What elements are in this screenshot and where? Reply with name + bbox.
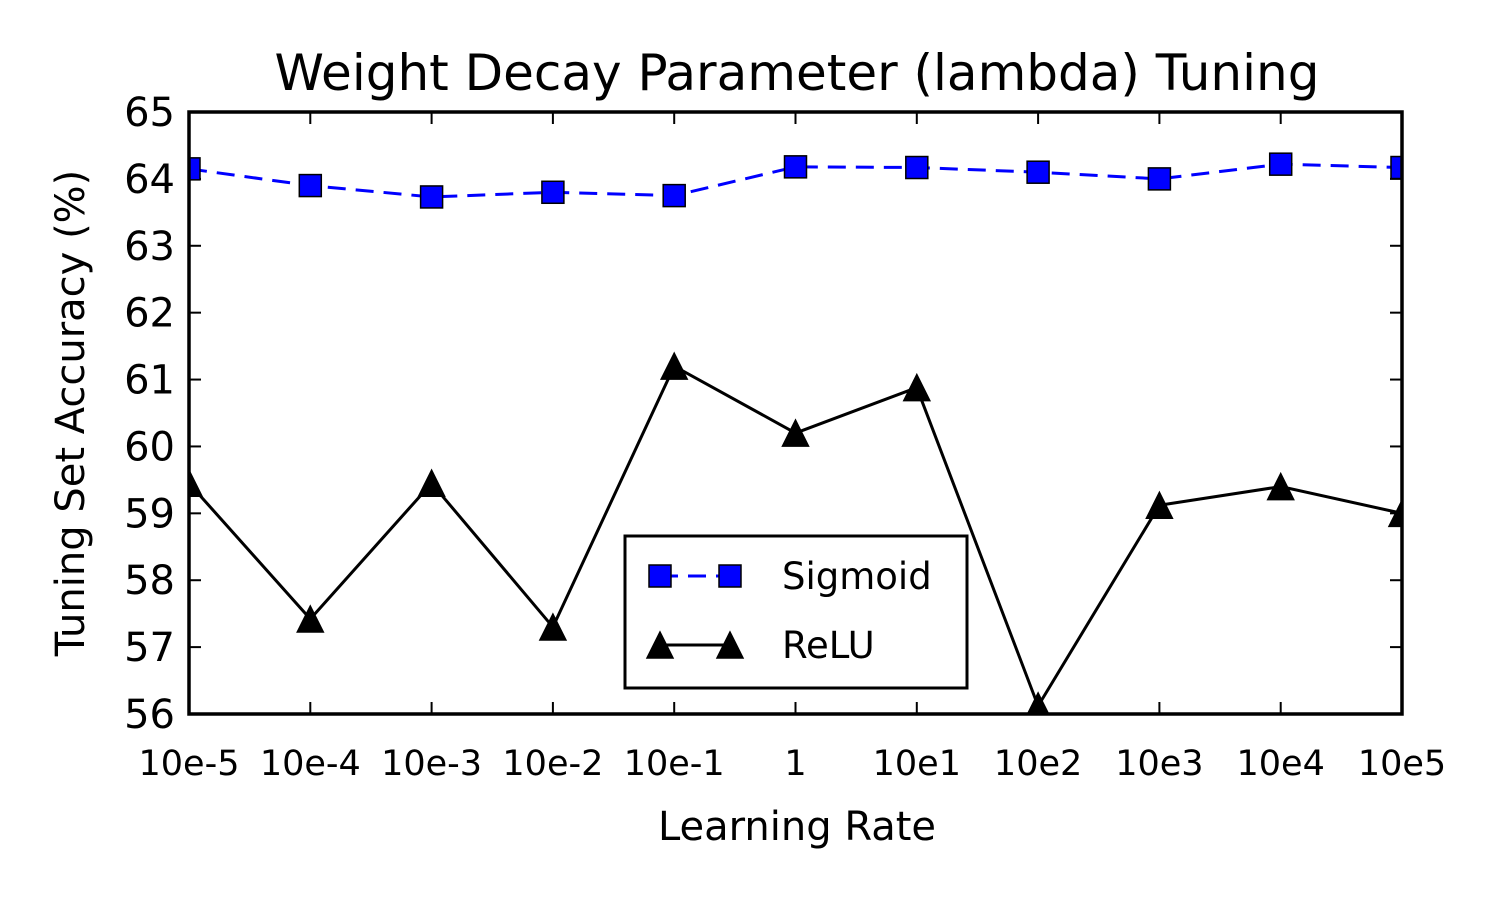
y-tick-label: 61 (124, 358, 175, 404)
relu-point (1266, 471, 1295, 501)
legend: Sigmoid ReLU (623, 534, 969, 690)
sigmoid-point (541, 180, 565, 205)
x-tick-label: 10e-3 (381, 744, 482, 784)
chart-title: Weight Decay Parameter (lambda) Tuning (275, 44, 1320, 102)
legend-entry-sigmoid: Sigmoid (648, 555, 932, 598)
x-tick-label: 10e2 (994, 744, 1082, 784)
legend-label-relu: ReLU (782, 624, 875, 667)
y-tick-label: 58 (124, 558, 175, 604)
y-tick-label: 57 (124, 625, 175, 671)
x-tick-label: 10e3 (1115, 744, 1203, 784)
relu-point (902, 372, 932, 402)
legend-marker-relu (715, 630, 745, 659)
x-tick-label: 10e-2 (502, 744, 603, 784)
sigmoid-point (419, 185, 444, 209)
relu-point (417, 468, 446, 497)
x-tick-label: 10e-4 (260, 744, 361, 784)
relu-point (781, 418, 810, 447)
x-tick-label: 10e-5 (139, 744, 240, 784)
relu-point (538, 612, 568, 641)
x-tick-label: 10e1 (873, 744, 961, 784)
sigmoid-point (662, 183, 686, 208)
x-tick-label: 10e5 (1358, 744, 1446, 784)
x-tick-label: 10e-1 (624, 744, 725, 784)
sigmoid-point (1026, 160, 1050, 184)
y-tick-label: 62 (124, 291, 175, 337)
x-axis-label: Learning Rate (658, 804, 936, 850)
y-tick-label: 63 (124, 224, 175, 270)
y-tick-label: 64 (124, 157, 175, 203)
plot-frame (187, 110, 1404, 716)
x-tick-label: 10e4 (1237, 744, 1325, 784)
relu-point (1387, 498, 1402, 528)
sigmoid-point (905, 155, 929, 180)
y-axis-label: Tuning Set Accuracy (%) (48, 170, 94, 658)
legend-marker-sigmoid (718, 564, 742, 588)
ticks-layer: 56 57 58 59 60 61 62 63 64 65 10e-5 10e-4 10e-3 10e-2… (124, 90, 1446, 784)
series-layer (189, 152, 1402, 714)
sigmoid-point (1268, 152, 1293, 176)
legend-entry-relu: ReLU (645, 624, 875, 667)
sigmoid-point (1390, 155, 1402, 180)
y-tick-label: 65 (124, 90, 175, 136)
y-tick-label: 60 (124, 424, 175, 470)
y-tick-label: 59 (124, 491, 175, 537)
x-tick-label: 1 (784, 744, 806, 784)
sigmoid-series (189, 152, 1402, 209)
relu-point (1145, 490, 1174, 520)
relu-point (189, 468, 204, 497)
sigmoid-line (189, 162, 1402, 199)
relu-point (659, 351, 689, 380)
relu-series (189, 351, 1402, 714)
legend-marker-sigmoid (648, 564, 672, 588)
relu-point (1026, 691, 1050, 714)
sigmoid-point (1147, 167, 1172, 191)
legend-marker-relu (645, 630, 675, 659)
sigmoid-point (189, 157, 201, 181)
relu-point (296, 604, 325, 633)
y-tick-label: 56 (124, 692, 175, 738)
legend-label-sigmoid: Sigmoid (782, 555, 932, 598)
sigmoid-point (783, 155, 808, 179)
sigmoid-point (298, 173, 323, 198)
legend-box (623, 534, 969, 690)
